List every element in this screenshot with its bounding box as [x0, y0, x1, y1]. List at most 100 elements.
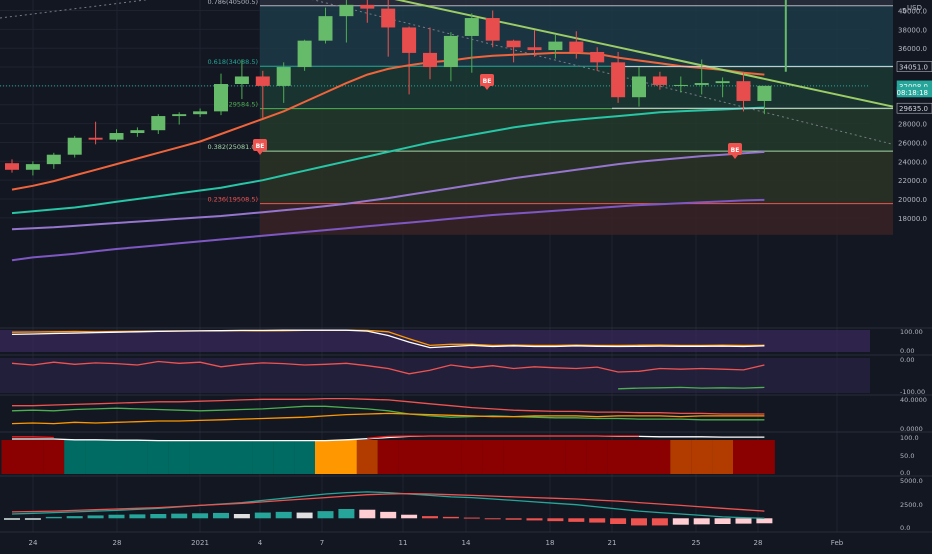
price-tick-label: 40000.0: [898, 8, 927, 16]
ind5-bar: [192, 513, 209, 519]
candle-body: [548, 41, 563, 51]
candle-body: [130, 130, 145, 134]
candle-body: [276, 67, 291, 86]
ind4-bar: [398, 440, 420, 474]
ind4-bar: [565, 440, 587, 474]
candle-body: [443, 35, 458, 68]
indicator-axis-label: 100.00: [900, 328, 923, 336]
ind5-bar: [317, 511, 334, 519]
ind5-bar: [4, 518, 20, 520]
ind5-bar: [233, 514, 250, 519]
ind5-bar: [380, 511, 397, 519]
ind4-bar: [126, 440, 148, 474]
price-marker-label: 08:18:18: [897, 89, 928, 97]
signal-badges: BE BE BE: [253, 74, 742, 159]
ind5-bar: [735, 518, 752, 524]
indicator-axis-label: 0.00: [900, 347, 914, 355]
fib-zone: [260, 66, 893, 109]
ind4-bar: [22, 440, 44, 474]
fib-zone: [260, 0, 893, 6]
time-tick-label: 28: [113, 539, 122, 547]
candle-body: [715, 81, 730, 84]
candle-body: [360, 4, 375, 9]
candle-body: [255, 76, 270, 86]
ind1-line-1: [11, 329, 765, 349]
ind4-bar: [168, 440, 190, 474]
ind5-bar: [45, 516, 62, 519]
ind5-bar: [87, 515, 104, 519]
ind5-bar: [171, 513, 188, 519]
ind5-bar: [129, 514, 146, 519]
fib-label: 0.786(40500.5): [207, 0, 258, 6]
ind1-band: [0, 330, 870, 352]
ind4-bar: [607, 440, 629, 474]
price-tick-label: 36000.0: [898, 45, 927, 53]
ind4-bar: [670, 440, 692, 474]
candle-body: [172, 114, 187, 117]
indicator-axis-label: 40.0000: [900, 396, 927, 404]
ind5-bar: [505, 518, 522, 520]
ind4-bar: [440, 440, 462, 474]
fib-label: 0.618(34088.5): [207, 58, 258, 66]
ind4-bar: [189, 440, 211, 474]
time-tick-label: 7: [320, 539, 324, 547]
ind4-bar: [419, 440, 441, 474]
time-tick-label: 18: [546, 539, 555, 547]
ind5-bar: [589, 518, 606, 523]
candle-body: [339, 4, 354, 17]
candle-body: [611, 62, 626, 98]
signal-badge-label: BE: [731, 147, 740, 154]
candle-body: [652, 76, 667, 85]
ind4-bar: [335, 440, 357, 474]
candle-body: [109, 133, 124, 140]
indicator-axis-label: 2500.0: [900, 501, 923, 509]
time-tick-label: 24: [29, 539, 38, 547]
ind4-bar: [252, 440, 274, 474]
candle-body: [318, 16, 333, 41]
signal-badge-label: BE: [483, 78, 492, 85]
candle-body: [673, 84, 688, 86]
ma-line-0: [11, 51, 765, 191]
ind5-bar: [693, 518, 710, 525]
candle-body: [527, 47, 542, 51]
indicator-axis-label: 0.0000: [900, 425, 923, 433]
ind4-bar: [461, 440, 483, 474]
ind4-bar: [503, 440, 525, 474]
indicator-axis-label: 5000.0: [900, 477, 923, 485]
ind5-bar: [526, 518, 543, 521]
ind4-bar: [43, 440, 65, 474]
price-tick-label: 18000.0: [898, 215, 927, 223]
price-marker: [896, 61, 932, 72]
candle-body: [151, 116, 166, 131]
time-tick-label: 14: [462, 539, 471, 547]
ind4-bar: [544, 440, 566, 474]
trendlines: [0, 0, 894, 145]
candle-body: [464, 18, 479, 36]
price-marker: [896, 102, 932, 114]
candle-body: [506, 40, 521, 48]
ind2-line-0: [11, 360, 765, 375]
ind4-bar: [628, 440, 650, 474]
fib-label: 0.236(19508.5): [207, 196, 258, 204]
signal-badge-label: BE: [256, 143, 265, 150]
ind5-bar: [651, 518, 668, 526]
ind5-bar: [484, 518, 501, 520]
ind5-bar: [24, 518, 41, 520]
ind5-bar: [714, 518, 731, 524]
ind5-bar: [672, 518, 689, 525]
indicator-axis-label: 0.0: [900, 524, 910, 532]
candle-body: [423, 52, 437, 68]
candle-body: [88, 137, 103, 140]
candle-body: [5, 163, 19, 170]
top-partial-label: 5: [902, 7, 906, 15]
ind5-bar: [275, 511, 292, 519]
candle-body: [381, 8, 396, 28]
indicator-axis-label: 0.0: [900, 469, 910, 477]
fib-zone: [260, 108, 893, 152]
candle-body: [632, 76, 646, 98]
candle-body: [694, 83, 709, 85]
fib-zone: [260, 203, 893, 235]
